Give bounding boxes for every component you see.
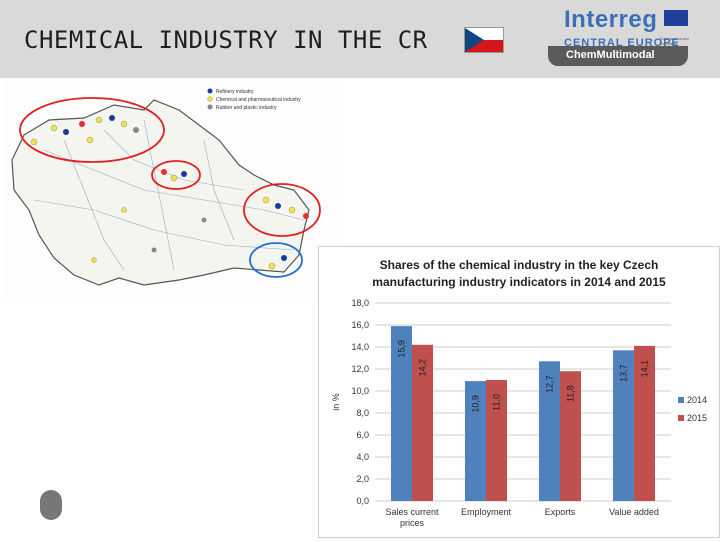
- data-label: 14,2: [418, 359, 428, 377]
- category-label: prices: [400, 518, 425, 528]
- data-label: 10,9: [471, 395, 481, 413]
- bar-2015-3: [560, 371, 581, 501]
- y-tick-label: 4,0: [356, 452, 369, 462]
- data-label: 15,9: [397, 340, 407, 358]
- data-label: 13,7: [619, 364, 629, 382]
- data-label: 12,7: [545, 375, 555, 393]
- data-label: 11,0: [492, 394, 502, 411]
- y-tick-label: 2,0: [356, 474, 369, 484]
- category-label: Value added: [609, 507, 659, 517]
- y-tick-label: 14,0: [351, 342, 369, 352]
- czech-map: Refinery industry Chemical and pharmaceu…: [4, 80, 344, 298]
- menu-handle-icon[interactable]: [40, 490, 62, 520]
- legend-box: Refinery industry Chemical and pharmaceu…: [207, 88, 301, 111]
- bar-2015-2: [486, 380, 507, 501]
- header-bar: CHEMICAL INDUSTRY IN THE CR Interreg CEN…: [0, 0, 720, 78]
- bar-chart: Shares of the chemical industry in the k…: [331, 258, 707, 528]
- bar-2014-1: [391, 326, 412, 501]
- legend-rubber: Rubber and plastic industry: [216, 105, 277, 111]
- y-tick-label: 12,0: [351, 364, 369, 374]
- bar-2015-1: [412, 344, 433, 501]
- legend-chemical: Chemical and pharmaceutical industry: [216, 97, 301, 103]
- bar-2014-2: [465, 381, 486, 501]
- legend-label-2015: 2015: [687, 413, 707, 423]
- category-label: Exports: [545, 507, 576, 517]
- map-markers: [30, 115, 309, 270]
- y-tick-label: 18,0: [351, 298, 369, 308]
- map-svg: Refinery industry Chemical and pharmaceu…: [11, 88, 321, 286]
- eu-flag-icon: [664, 10, 688, 26]
- y-tick-label: 10,0: [351, 386, 369, 396]
- chart-panel: Shares of the chemical industry in the k…: [318, 246, 720, 538]
- y-tick-label: 6,0: [356, 430, 369, 440]
- category-label: Sales current: [385, 507, 439, 517]
- y-axis-label: in %: [331, 393, 341, 411]
- data-label: 11,8: [566, 385, 576, 402]
- bar-2014-3: [539, 361, 560, 501]
- data-label: 14,1: [640, 360, 650, 378]
- y-tick-label: 8,0: [356, 408, 369, 418]
- legend-swatch-2014: [678, 397, 684, 403]
- legend-swatch-2015: [678, 415, 684, 421]
- category-label: Employment: [461, 507, 512, 517]
- logo-main-text: Interreg: [564, 6, 658, 33]
- chart-title-line-2: manufacturing industry indicators in 201…: [372, 275, 666, 289]
- legend-label-2014: 2014: [687, 395, 707, 405]
- y-tick-label: 16,0: [351, 320, 369, 330]
- y-tick-label: 0,0: [356, 496, 369, 506]
- project-badge: ChemMultimodal: [548, 46, 688, 66]
- road-network: [33, 119, 305, 271]
- legend-refinery: Refinery industry: [216, 89, 254, 95]
- bar-2014-4: [613, 350, 634, 501]
- chart-title-line-1: Shares of the chemical industry in the k…: [380, 258, 659, 272]
- czech-flag-icon: [464, 27, 504, 53]
- page-title: CHEMICAL INDUSTRY IN THE CR: [24, 26, 428, 54]
- project-badge-label: ChemMultimodal: [566, 49, 655, 61]
- bar-2015-4: [634, 345, 655, 501]
- highlight-ellipses: [19, 97, 321, 278]
